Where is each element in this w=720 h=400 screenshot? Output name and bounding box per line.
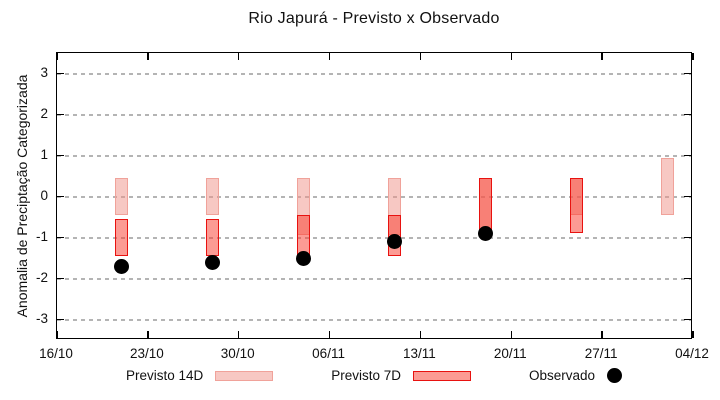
- legend-swatch-previsto14: [215, 370, 274, 381]
- y-tick-right: [684, 236, 691, 239]
- observado-dot: [205, 254, 221, 270]
- y-tick-right: [684, 72, 691, 75]
- x-tick-bottom: [419, 331, 422, 338]
- bar-previsto-14d: [206, 178, 220, 215]
- y-tick-label: -1: [35, 228, 48, 244]
- bar-previsto-7d: [115, 219, 129, 256]
- x-tick-label: 27/11: [584, 346, 618, 361]
- x-tick-top: [56, 53, 58, 60]
- observado-dot: [386, 234, 402, 250]
- legend-swatch-observado: [607, 368, 623, 383]
- x-tick-bottom: [237, 331, 240, 338]
- legend-label-previsto7: Previsto 7D: [331, 368, 402, 383]
- bar-previsto-7d: [206, 219, 220, 256]
- y-tick-right: [684, 154, 691, 157]
- gridline-y0: [57, 195, 691, 198]
- bar-previsto-7d: [297, 214, 311, 256]
- x-tick-top: [601, 53, 603, 60]
- x-tick-label: 16/10: [39, 346, 73, 361]
- x-tick-bottom: [510, 331, 513, 338]
- x-tick-top: [237, 53, 240, 60]
- legend-label-observado: Observado: [529, 368, 596, 383]
- x-tick-top: [328, 53, 331, 60]
- legend-item-previsto14: Previsto 14D: [125, 368, 274, 383]
- x-tick-top: [147, 53, 149, 60]
- x-tick-label: 20/11: [493, 346, 527, 361]
- y-tick-right: [684, 113, 691, 116]
- y-tick-left: [57, 195, 64, 198]
- x-tick-bottom: [147, 331, 149, 338]
- y-tick-right: [684, 318, 691, 321]
- legend-item-observado: Observado: [529, 368, 623, 383]
- x-tick-label: 23/10: [129, 346, 164, 361]
- x-tick-label: 06/11: [312, 346, 345, 361]
- bar-previsto-7d: [569, 178, 583, 234]
- y-tick-left: [57, 318, 64, 321]
- y-tick-right: [684, 195, 691, 198]
- y-tick-left: [57, 277, 64, 280]
- x-tick-bottom: [601, 331, 603, 338]
- gridline-y-1: [57, 236, 691, 239]
- bar-previsto-14d: [115, 178, 129, 215]
- observado-dot: [296, 250, 312, 266]
- y-tick-left: [57, 113, 64, 116]
- gridline-y1: [57, 154, 691, 157]
- x-tick-top: [692, 53, 694, 60]
- x-tick-top: [510, 53, 513, 60]
- y-tick-label: 2: [40, 105, 48, 121]
- y-tick-left: [57, 154, 64, 157]
- legend-label-previsto14: Previsto 14D: [125, 368, 204, 383]
- gridline-y2: [57, 113, 691, 116]
- legend: Previsto 14D Previsto 7D Observado: [56, 368, 692, 383]
- x-tick-bottom: [56, 331, 58, 338]
- y-tick-left: [57, 236, 64, 239]
- x-tick-top: [419, 53, 422, 60]
- x-tick-bottom: [328, 331, 331, 338]
- legend-swatch-previsto7: [413, 370, 472, 381]
- y-tick-label: 0: [40, 187, 48, 203]
- x-tick-label: 04/12: [675, 346, 709, 361]
- x-tick-bottom: [692, 331, 694, 338]
- gridline-y-2: [57, 277, 691, 280]
- y-tick-label: -2: [35, 269, 48, 285]
- bar-previsto-14d: [660, 157, 674, 215]
- y-tick-label: 1: [40, 146, 48, 162]
- y-tick-right: [684, 277, 691, 280]
- y-tick-label: 3: [40, 64, 48, 80]
- observado-dot: [114, 258, 130, 274]
- x-tick-label: 30/10: [220, 346, 255, 361]
- chart-title: Rio Japurá - Previsto x Observado: [248, 10, 500, 27]
- x-tick-label: 13/11: [403, 346, 436, 361]
- y-tick-left: [57, 72, 64, 75]
- gridline-y-3: [57, 318, 691, 321]
- gridline-y3: [57, 72, 691, 75]
- observado-dot: [477, 225, 493, 241]
- legend-item-previsto7: Previsto 7D: [331, 368, 472, 383]
- plot-area: [56, 52, 694, 339]
- y-tick-label: -3: [35, 310, 48, 326]
